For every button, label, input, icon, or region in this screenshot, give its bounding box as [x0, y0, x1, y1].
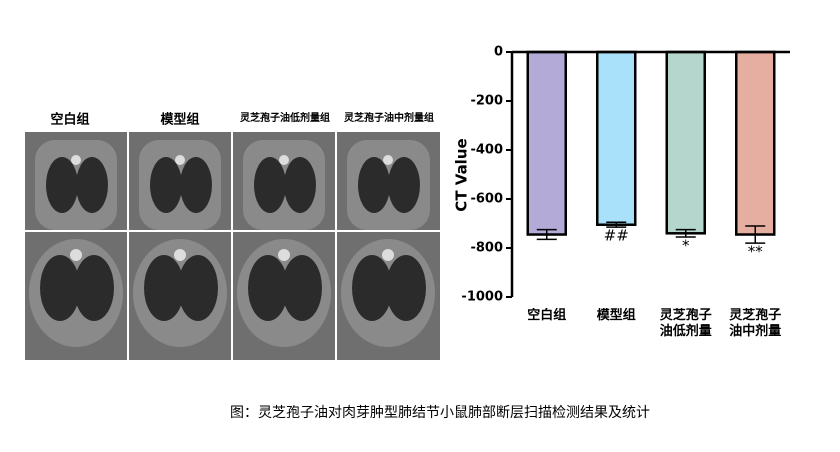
- panel-label: 空白组: [50, 112, 89, 128]
- caption: 图：灵芝孢子油对肉芽肿型肺结节小鼠肺部断层扫描检测结果及统计: [230, 405, 650, 421]
- y-tick-label: 0: [494, 45, 503, 60]
- bar: [665, 50, 706, 235]
- error-bar: [606, 221, 627, 228]
- y-tick-label: -600: [470, 192, 503, 207]
- x-tick-label-box: 灵芝孢子油中剂量: [729, 308, 782, 339]
- x-tick-label: 灵芝孢子油中剂量: [729, 308, 782, 339]
- significance-label: **: [748, 243, 764, 261]
- x-tick-label-box: 灵芝孢子油低剂量: [659, 308, 712, 339]
- ct-images: [25, 132, 440, 360]
- bar: [735, 50, 776, 236]
- panel-label: 灵芝孢子油中剂量组: [344, 111, 434, 124]
- error-bar: [536, 228, 557, 241]
- y-tick-label: -1000: [461, 290, 503, 305]
- panel-label: 模型组: [160, 112, 199, 128]
- x-tick-label: 灵芝孢子油低剂量: [659, 308, 712, 339]
- y-tick-label: -800: [470, 241, 503, 256]
- panel-label: 灵芝孢子油低剂量组: [240, 111, 330, 124]
- y-axis-title: CT Value: [453, 138, 471, 211]
- x-tick-label: 空白组: [527, 308, 567, 323]
- error-bar: [745, 225, 766, 244]
- bar: [596, 50, 637, 226]
- x-tick-label-box: 空白组: [527, 308, 567, 323]
- significance-label: *: [682, 236, 690, 254]
- bar-chart: 0 -200 -400 -600 -800 -1000 空白组 ## 模型组 * 灵芝孢子油低剂量 *…: [461, 45, 790, 339]
- bar: [526, 50, 567, 236]
- x-tick-label-box: 模型组: [596, 308, 636, 323]
- significance-label: ##: [604, 227, 629, 245]
- error-bar: [675, 228, 696, 238]
- x-tick-label: 模型组: [596, 308, 636, 323]
- y-tick-label: -200: [470, 94, 503, 109]
- y-tick-label: -400: [470, 143, 503, 158]
